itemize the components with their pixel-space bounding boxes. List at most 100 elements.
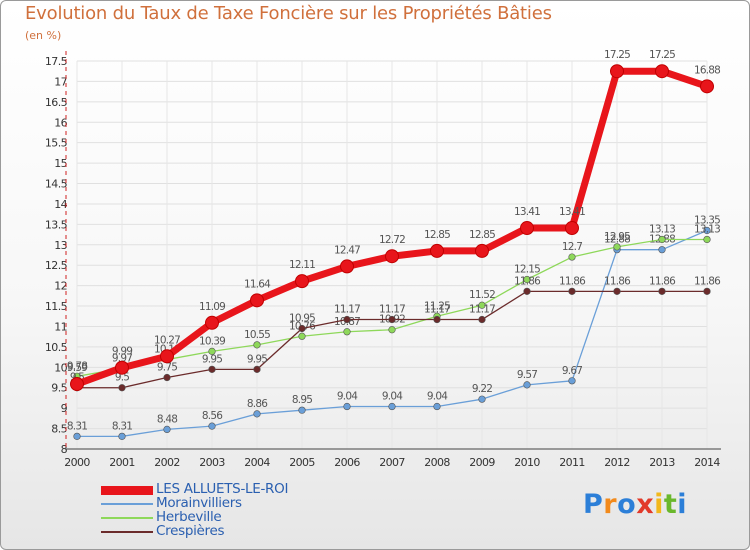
y-tick-label: 8	[61, 443, 68, 456]
legend-label: Crespières	[156, 523, 225, 539]
logo-letter: x	[636, 489, 655, 520]
legend: LES ALLUETS-LE-ROI Morainvilliers Herbevil…	[101, 481, 341, 539]
data-point	[73, 432, 81, 440]
data-label: 12.72	[379, 234, 405, 246]
data-point	[610, 64, 624, 79]
data-label: 11.52	[469, 289, 495, 301]
y-tick-label: 15.5	[45, 137, 68, 150]
data-label: 8.31	[67, 420, 87, 432]
x-tick-label: 2010	[514, 456, 540, 469]
data-point	[568, 377, 576, 385]
legend-item: Crespières	[101, 523, 341, 539]
y-tick-label: 14	[54, 198, 67, 211]
logo-letter: t	[663, 489, 678, 520]
y-tick-label: 13	[54, 239, 67, 252]
legend-label: LES ALLUETS-LE-ROI	[156, 481, 289, 497]
x-tick-label: 2012	[604, 456, 630, 469]
x-tick-label: 2000	[64, 456, 90, 469]
data-point	[163, 373, 171, 382]
data-label: 11.86	[604, 275, 631, 287]
data-point	[478, 395, 486, 403]
data-label: 11.25	[424, 300, 450, 312]
data-label: 13.41	[559, 206, 585, 218]
data-label: 13.13	[694, 223, 720, 235]
data-label: 11.09	[199, 301, 225, 313]
logo-letter: i	[677, 489, 688, 520]
data-point	[160, 349, 174, 364]
x-tick-label: 2011	[559, 456, 585, 469]
data-point	[388, 315, 396, 324]
data-point	[253, 410, 261, 418]
data-point	[565, 221, 579, 236]
data-point	[520, 221, 534, 236]
y-tick-label: 12	[54, 280, 67, 293]
data-point	[703, 235, 711, 244]
data-label: 12.85	[469, 229, 495, 241]
data-label: 10.95	[289, 313, 315, 325]
y-tick-label: 8.5	[51, 423, 67, 436]
data-label: 9.59	[67, 362, 87, 374]
data-label: 8.48	[157, 413, 177, 425]
data-point	[70, 377, 84, 392]
x-tick-label: 2005	[289, 456, 315, 469]
y-tick-label: 10	[54, 361, 67, 374]
data-label: 11.86	[514, 275, 541, 287]
data-label: 12.15	[514, 264, 540, 276]
data-point	[295, 274, 309, 289]
x-tick-label: 2008	[424, 456, 450, 469]
y-tick-label: 17.5	[45, 55, 68, 68]
y-tick-label: 11	[54, 320, 67, 333]
x-tick-label: 2007	[379, 456, 405, 469]
data-point	[253, 341, 261, 349]
data-label: 13.35	[694, 214, 720, 226]
data-label: 12.88	[604, 234, 630, 246]
logo-letter: P	[583, 489, 604, 520]
data-point	[475, 243, 489, 258]
logo-letter: i	[654, 489, 664, 520]
x-tick-label: 2006	[334, 456, 360, 469]
line-chart: 8 8.5 9 9.5 10 10.5 11 11.5 12 12.5 13 13.5 14 14.5 15…	[45, 49, 722, 469]
data-point	[298, 406, 306, 414]
y-tick-label: 11.5	[45, 300, 68, 313]
x-tick-label: 2014	[694, 456, 720, 469]
data-label: 11.86	[649, 275, 676, 287]
data-label: 8.56	[202, 410, 223, 422]
data-point	[478, 301, 486, 309]
data-point	[478, 315, 486, 324]
data-point	[523, 275, 531, 284]
data-label: 11.17	[334, 304, 360, 316]
y-tick-label: 13.5	[45, 218, 68, 231]
x-tick-label: 2009	[469, 456, 495, 469]
data-label: 12.47	[334, 244, 360, 256]
legend-label: Morainvilliers	[156, 495, 242, 511]
y-tick-label: 12.5	[45, 259, 68, 272]
data-point	[343, 328, 351, 336]
data-point	[613, 287, 621, 295]
x-tick-label: 2004	[244, 456, 270, 469]
data-label: 9.95	[202, 353, 222, 365]
data-point	[655, 64, 669, 79]
data-point	[343, 402, 351, 411]
data-label: 12.7	[562, 241, 582, 253]
data-point	[205, 315, 219, 330]
data-point	[433, 315, 441, 324]
data-label: 11.86	[559, 275, 586, 287]
data-point	[118, 432, 126, 440]
y-tick-label: 9.5	[51, 382, 67, 395]
data-point	[658, 287, 666, 295]
data-label: 10.55	[244, 329, 270, 341]
data-point	[298, 332, 306, 340]
data-label: 12.95	[604, 231, 630, 243]
x-tick-label: 2001	[109, 456, 135, 469]
data-point	[430, 243, 444, 258]
data-point	[703, 287, 711, 295]
x-tick-label: 2013	[649, 456, 675, 469]
data-point	[298, 324, 306, 333]
data-label: 13.41	[514, 206, 540, 218]
data-label: 9.78	[67, 360, 87, 372]
data-label: 8.95	[292, 394, 312, 406]
data-label: 9.95	[247, 353, 267, 365]
data-label: 11.86	[694, 275, 721, 287]
legend-item: Morainvilliers	[101, 495, 341, 511]
